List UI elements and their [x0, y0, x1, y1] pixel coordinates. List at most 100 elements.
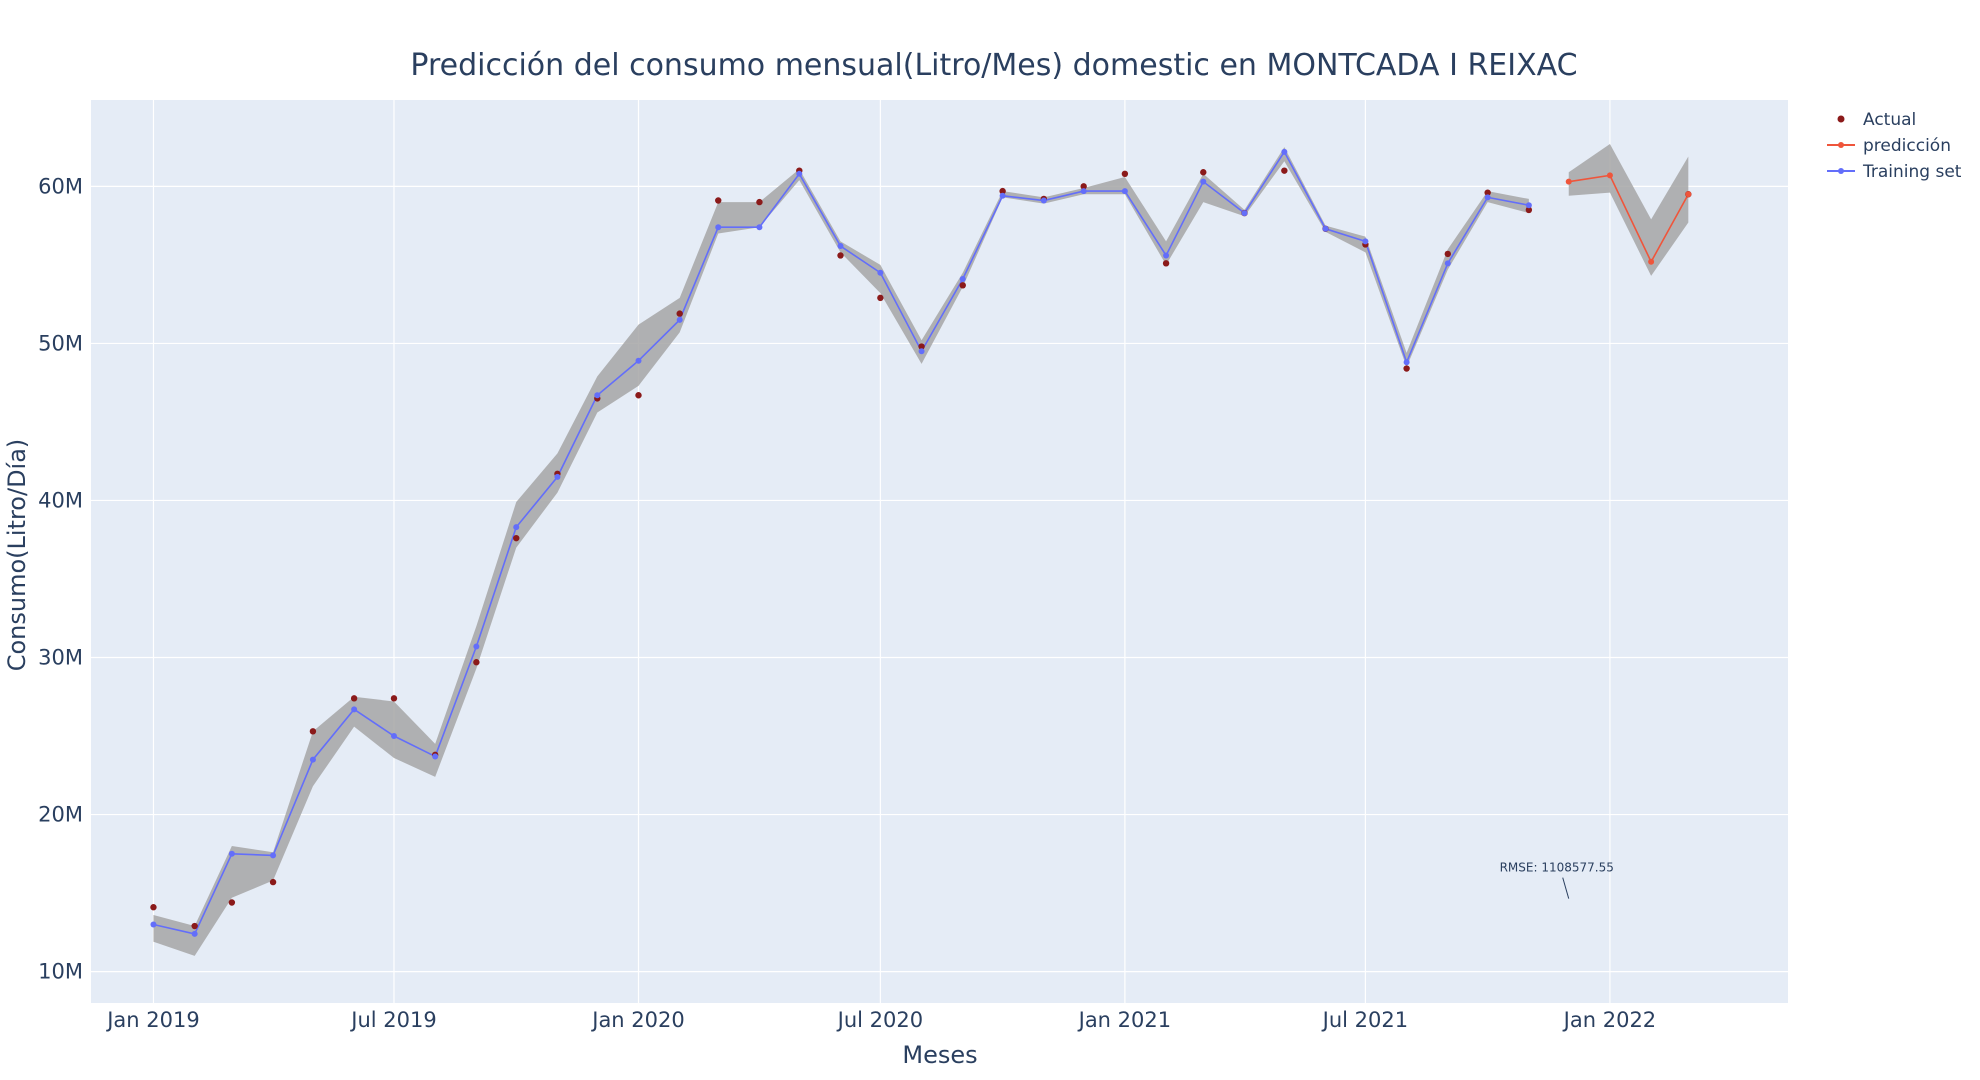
data-point-prediccion	[1648, 258, 1655, 265]
x-tick-label: Jan 2019	[105, 1008, 200, 1032]
data-point-training-set	[1241, 210, 1248, 217]
data-point-actual	[1484, 189, 1491, 196]
data-point-prediccion	[1565, 178, 1572, 185]
data-point-training-set	[150, 921, 157, 928]
data-point-training-set	[1403, 359, 1410, 366]
data-point-actual	[877, 294, 884, 302]
y-tick-label: 60M	[38, 174, 83, 198]
plot-area	[91, 100, 1788, 1003]
data-point-training-set	[796, 170, 803, 177]
data-point-training-set	[390, 733, 397, 740]
legend-label-actual: Actual	[1863, 110, 1916, 130]
data-point-actual	[1162, 260, 1170, 267]
x-tick-label: Jan 2021	[1077, 1008, 1172, 1032]
rmse-annotation: RMSE: 1108577.55	[1500, 861, 1614, 899]
y-tick-label: 10M	[38, 960, 83, 984]
data-point-actual	[1121, 170, 1129, 178]
data-point-actual	[715, 197, 722, 204]
data-point-actual	[1525, 206, 1533, 214]
x-tick-label: Jul 2021	[1321, 1008, 1408, 1032]
gridlines	[91, 100, 1788, 1003]
x-tick-label: Jan 2020	[590, 1008, 685, 1032]
legend-marker-training-set	[1838, 168, 1844, 174]
data-point-actual	[999, 187, 1006, 195]
data-point-actual	[191, 922, 198, 930]
data-point-training-set	[1525, 202, 1532, 209]
data-point-actual	[1200, 169, 1207, 176]
data-point-actual	[756, 198, 763, 206]
data-point-training-set	[191, 930, 198, 937]
data-point-training-set	[676, 316, 683, 323]
data-point-actual	[513, 534, 520, 542]
data-point-actual	[676, 310, 683, 317]
data-point-training-set	[473, 643, 480, 650]
data-point-training-set	[432, 753, 439, 760]
data-point-training-set	[635, 357, 642, 364]
data-point-actual	[473, 659, 480, 666]
data-point-actual	[959, 282, 966, 289]
rmse-annotation-text: RMSE: 1108577.55	[1500, 861, 1614, 875]
legend-label-prediccion: predicción	[1863, 136, 1951, 156]
data-point-actual	[1444, 250, 1452, 258]
data-point-actual	[350, 695, 358, 702]
data-point-training-set	[594, 392, 601, 399]
x-axis-label: Meses	[902, 1041, 977, 1069]
x-axis-ticks: Jan 2019 Jul 2019 Jan 2020 Jul 2020 Jan 2021…	[105, 1008, 1656, 1032]
data-point-actual	[150, 904, 157, 911]
data-point-actual	[918, 343, 925, 350]
chart-title: Predicción del consumo mensual(Litro/Mes…	[410, 48, 1577, 83]
data-point-training-set	[756, 224, 763, 231]
x-tick-label: Jan 2022	[1562, 1008, 1657, 1032]
legend[interactable]: Actual predicción Training set	[1827, 110, 1962, 182]
data-points	[150, 148, 1692, 937]
data-point-training-set	[837, 243, 844, 250]
y-tick-label: 40M	[38, 488, 83, 512]
data-point-training-set	[1322, 225, 1329, 232]
data-point-actual	[837, 252, 844, 259]
rmse-annotation-arrow	[1562, 877, 1570, 899]
data-point-training-set	[1362, 238, 1369, 245]
data-point-training-set	[270, 852, 277, 859]
data-point-training-set	[1281, 148, 1288, 155]
x-tick-label: Jul 2019	[349, 1008, 436, 1032]
legend-item-actual[interactable]: Actual	[1837, 110, 1917, 130]
data-point-training-set	[228, 850, 235, 857]
data-point-training-set	[1080, 188, 1087, 195]
y-axis-ticks: 10M 20M 30M 40M 50M 60M	[38, 174, 83, 983]
data-point-actual	[635, 392, 642, 399]
data-point-actual	[390, 695, 398, 702]
legend-item-prediccion[interactable]: predicción	[1827, 136, 1951, 156]
data-point-actual	[1403, 365, 1410, 372]
y-axis-label: Consumo(Litro/Día)	[3, 439, 31, 672]
legend-marker-actual	[1837, 115, 1845, 123]
data-point-actual	[309, 728, 317, 735]
data-point-training-set	[999, 192, 1006, 199]
data-point-training-set	[877, 269, 884, 276]
data-point-training-set	[309, 756, 316, 763]
data-point-actual	[1281, 167, 1288, 174]
data-point-actual	[228, 899, 236, 906]
data-point-training-set	[1200, 178, 1207, 185]
data-point-actual	[269, 878, 277, 886]
data-point-training-set	[1040, 197, 1047, 204]
data-point-training-set	[1121, 188, 1128, 195]
y-tick-label: 50M	[38, 331, 83, 355]
data-point-training-set	[1163, 252, 1170, 259]
y-tick-label: 30M	[38, 646, 83, 670]
data-point-training-set	[513, 524, 520, 531]
data-point-prediccion	[1685, 191, 1692, 198]
data-point-training-set	[1444, 260, 1451, 267]
data-point-training-set	[959, 276, 966, 283]
legend-marker-prediccion	[1838, 142, 1844, 148]
data-point-actual	[1080, 183, 1087, 190]
series-line-prediccion	[1568, 174, 1690, 264]
data-point-training-set	[715, 224, 722, 231]
data-point-training-set	[918, 348, 925, 355]
data-point-prediccion	[1606, 172, 1613, 179]
data-point-training-set	[351, 706, 358, 713]
data-point-training-set	[1484, 194, 1491, 201]
y-tick-label: 20M	[38, 803, 83, 827]
data-point-training-set	[554, 473, 561, 480]
legend-item-training-set[interactable]: Training set	[1827, 162, 1962, 182]
